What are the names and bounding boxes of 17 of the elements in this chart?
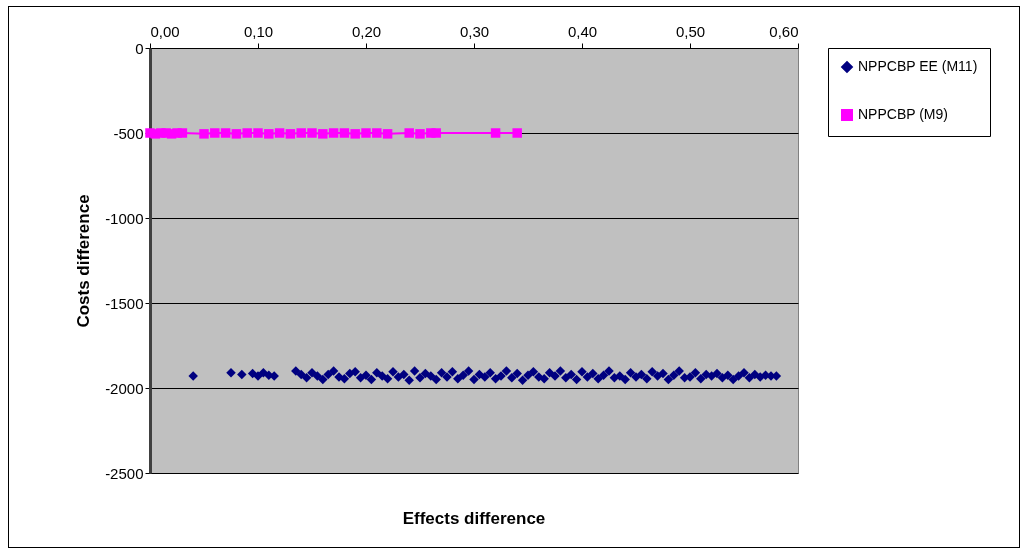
legend-label: NPPCBP EE (M11) — [858, 58, 978, 74]
y-tick-label: -2500 — [105, 464, 144, 482]
x-tick-label: 0,40 — [567, 22, 598, 40]
y-tick-label: -1500 — [105, 294, 144, 312]
x-tick-label: 0,60 — [769, 22, 799, 40]
x-tick-label: 0,00 — [150, 22, 180, 40]
x-tick-label: 0,30 — [459, 22, 490, 40]
legend-label: NPPCBP (M9) — [858, 106, 948, 122]
y-axis-title: Costs difference — [74, 194, 94, 328]
x-tick-label: 0,50 — [675, 22, 706, 40]
x-tick-label: 0,10 — [243, 22, 274, 40]
y-tick-label: 0 — [135, 39, 144, 57]
y-tick-label: -2000 — [105, 379, 144, 397]
y-tick-label: -500 — [113, 124, 144, 142]
x-tick-label: 0,20 — [351, 22, 382, 40]
x-axis-title: Effects difference — [402, 509, 546, 528]
y-tick-label: -1000 — [105, 209, 144, 227]
